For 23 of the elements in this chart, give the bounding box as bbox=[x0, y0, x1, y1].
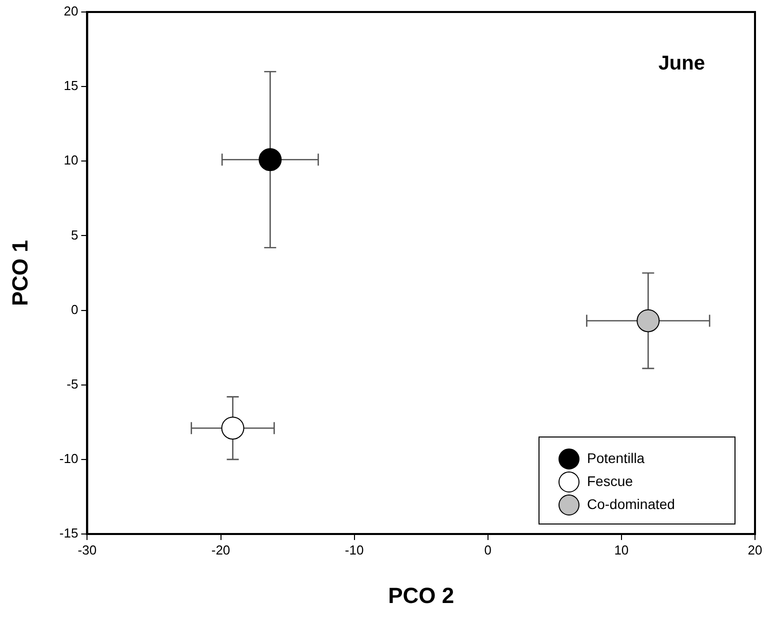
y-tick-label: 0 bbox=[70, 302, 78, 317]
y-tick-label: -15 bbox=[59, 526, 78, 541]
y-tick-label: 5 bbox=[70, 227, 78, 242]
legend-label: Potentilla bbox=[587, 450, 645, 466]
y-tick-label: -10 bbox=[59, 451, 78, 466]
legend-label: Co-dominated bbox=[587, 496, 675, 512]
x-tick-label: -30 bbox=[78, 542, 97, 558]
x-tick-label: 0 bbox=[484, 542, 492, 558]
y-tick-label: 15 bbox=[64, 78, 78, 94]
x-tick-label: 20 bbox=[748, 542, 762, 558]
point bbox=[258, 148, 282, 172]
y-tick-label: -5 bbox=[66, 376, 78, 392]
x-axis-title: PCO 2 bbox=[388, 582, 454, 608]
x-tick-label: 10 bbox=[614, 542, 629, 558]
point bbox=[636, 309, 660, 332]
y-tick-label: 10 bbox=[64, 152, 78, 168]
text: June bbox=[658, 52, 705, 75]
y-tick-label: 20 bbox=[64, 4, 78, 19]
x-tick-label: -20 bbox=[211, 542, 230, 558]
y-axis-title: PCO 1 bbox=[7, 240, 32, 306]
x-tick-label: -10 bbox=[344, 542, 364, 558]
legend-label: Fescue bbox=[587, 472, 634, 489]
point bbox=[221, 416, 244, 440]
